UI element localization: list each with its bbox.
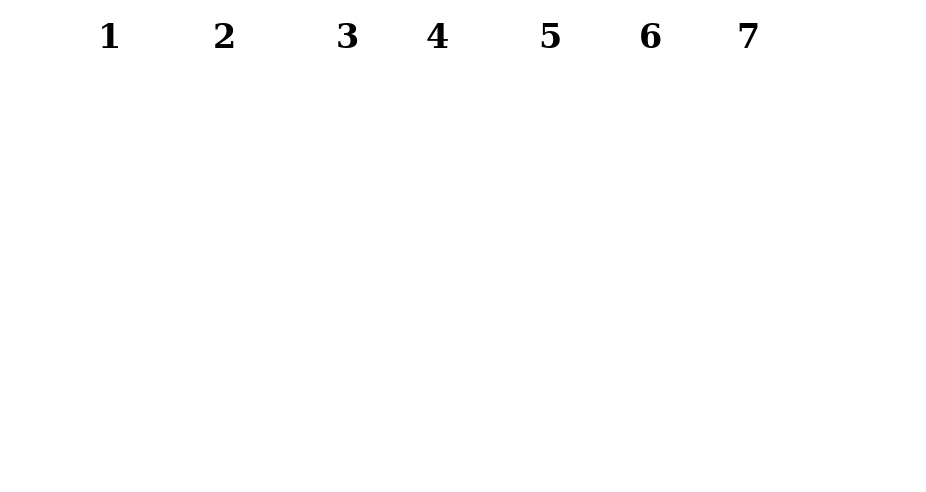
FancyBboxPatch shape — [589, 361, 713, 396]
FancyBboxPatch shape — [382, 367, 493, 399]
Text: 7: 7 — [736, 22, 760, 55]
FancyBboxPatch shape — [161, 390, 287, 439]
FancyBboxPatch shape — [490, 364, 610, 396]
FancyBboxPatch shape — [46, 390, 172, 439]
FancyBboxPatch shape — [693, 365, 804, 395]
Text: 3: 3 — [335, 22, 359, 55]
Text: 4: 4 — [425, 22, 449, 55]
Text: 5: 5 — [538, 22, 562, 55]
Text: 1: 1 — [97, 22, 121, 55]
Text: 6: 6 — [639, 22, 663, 55]
Text: 2: 2 — [212, 22, 236, 55]
FancyBboxPatch shape — [292, 399, 403, 445]
FancyBboxPatch shape — [386, 409, 488, 447]
FancyBboxPatch shape — [292, 362, 403, 394]
